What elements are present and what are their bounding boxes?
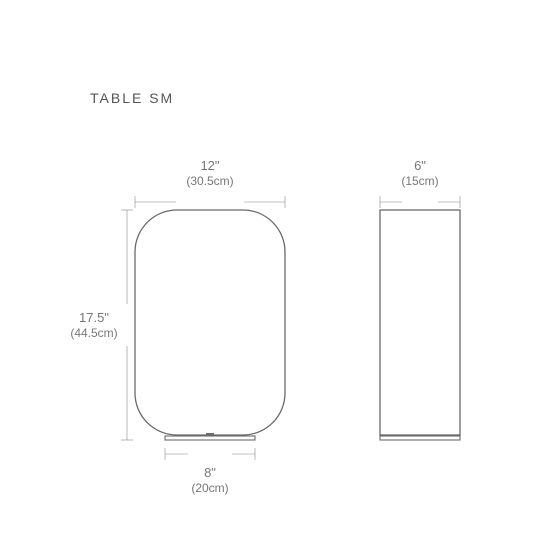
front-body-outline	[135, 210, 285, 435]
front-base	[165, 436, 255, 440]
front-base-connector	[206, 433, 214, 436]
front-view	[135, 210, 285, 440]
side-body-outline	[380, 210, 460, 435]
side-view	[380, 210, 460, 440]
side-base	[380, 436, 460, 440]
technical-drawing	[0, 0, 550, 550]
dimension-guides	[121, 196, 460, 460]
